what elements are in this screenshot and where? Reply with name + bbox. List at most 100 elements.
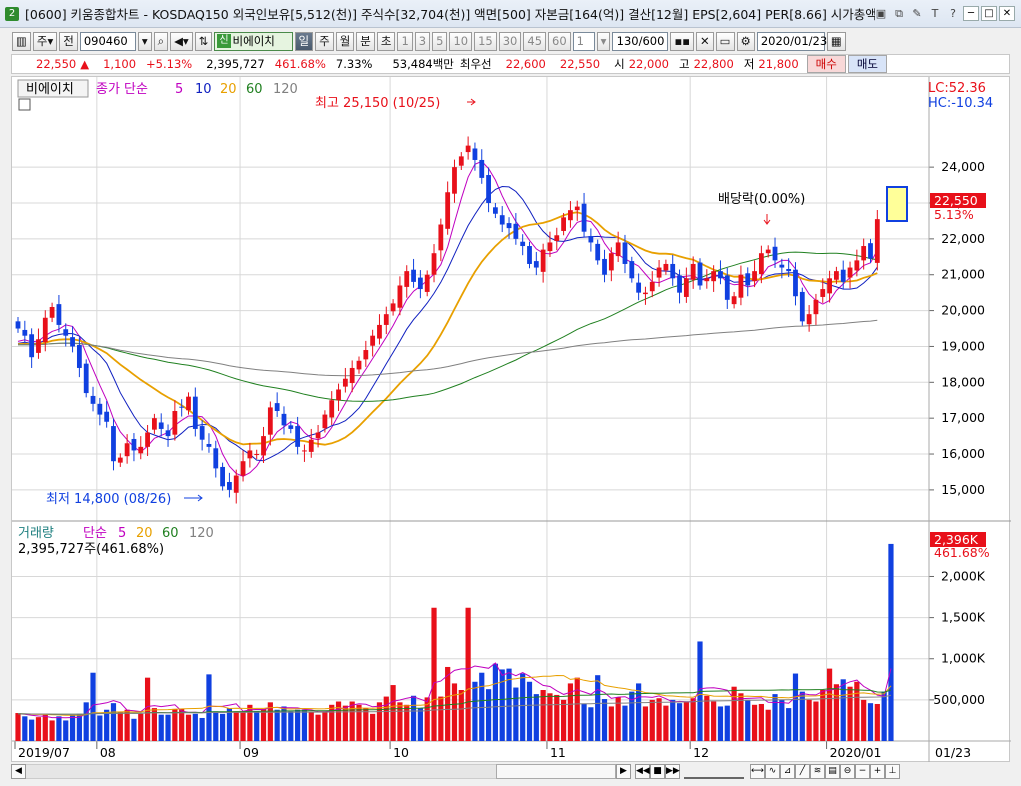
stock-code-input[interactable]: 090460 — [79, 31, 136, 51]
candle-body — [479, 159, 485, 178]
fast-forward-icon[interactable]: ▶▶ — [665, 764, 680, 779]
calendar-icon[interactable]: ▦ — [826, 31, 846, 51]
sound-icon[interactable]: ◀▾ — [170, 31, 193, 51]
sell-button[interactable]: 매도 — [847, 55, 887, 73]
candle-body — [49, 307, 55, 318]
candle-body — [349, 367, 355, 384]
price-axis-label: 20,000 — [941, 303, 985, 318]
zoom-out-icon[interactable]: ⊖ — [840, 764, 855, 779]
candle-body — [472, 148, 478, 160]
price-panel-name-box[interactable] — [17, 79, 89, 98]
interval-month[interactable]: 월 — [335, 31, 355, 51]
candle-body — [772, 246, 778, 261]
volume-bar — [731, 686, 737, 741]
interval-second[interactable]: 초 — [376, 31, 396, 51]
last-volume-tag — [930, 532, 986, 547]
plus-icon[interactable]: + — [870, 764, 885, 779]
volume-bar — [663, 705, 669, 741]
code-dropdown-icon[interactable]: ▾ — [137, 31, 152, 51]
save-icon[interactable]: ▭ — [715, 31, 735, 51]
minimize-button[interactable]: ─ — [963, 6, 979, 21]
image-icon[interactable]: ▤ — [825, 764, 840, 779]
volume-bar — [888, 543, 894, 741]
interval-day[interactable]: 일 — [294, 31, 314, 51]
font-icon[interactable]: T — [931, 7, 939, 20]
minus-icon[interactable]: − — [855, 764, 870, 779]
minute-30[interactable]: 30 — [498, 31, 522, 51]
minute-1[interactable]: 1 — [397, 31, 413, 51]
volume-bar — [124, 709, 130, 741]
minute-60[interactable]: 60 — [548, 31, 571, 51]
minute-45[interactable]: 45 — [523, 31, 547, 51]
scroll-right-icon[interactable]: ▶ — [616, 764, 631, 779]
price-ma-label: 종가 단순 — [96, 82, 148, 97]
trend-icon[interactable]: ╱ — [795, 764, 810, 779]
candle-body — [233, 475, 239, 493]
volume-bar — [438, 696, 444, 741]
market-button[interactable]: 전 — [59, 31, 78, 51]
candle-body — [36, 339, 41, 353]
wave-icon[interactable]: ≋ — [810, 764, 825, 779]
search-icon[interactable]: ⌕ — [153, 31, 169, 51]
draw-line-icon[interactable]: ∿ — [765, 764, 780, 779]
low-label: 저 — [743, 57, 755, 71]
minute-3[interactable]: 3 — [414, 31, 431, 51]
volume-axis-label: 500,000 — [933, 692, 985, 707]
maximize-button[interactable]: □ — [981, 6, 997, 21]
volume-bar — [813, 701, 819, 741]
rewind-icon[interactable]: ◀◀ — [635, 764, 650, 779]
draw-tool-icon[interactable]: ✕ — [696, 31, 714, 51]
candle-body — [602, 258, 607, 275]
chart-type-icon[interactable]: ▥ — [12, 31, 31, 51]
chart-svg[interactable]: 24,00023,00022,00021,00020,00019,00018,0… — [12, 77, 1011, 763]
scroll-thumb[interactable] — [496, 764, 616, 779]
candle-body — [329, 400, 335, 418]
help-icon[interactable]: ? — [950, 7, 956, 20]
candle-body — [404, 271, 410, 287]
buy-button[interactable]: 매수 — [806, 55, 846, 73]
volume-bar — [595, 675, 601, 741]
compare-icon[interactable]: ⇅ — [194, 31, 213, 51]
zoom-range-icon[interactable]: ⟷ — [750, 764, 765, 779]
interval-week[interactable]: 주 — [315, 31, 334, 51]
volume-bar — [233, 711, 239, 741]
volume-bar — [42, 714, 48, 741]
interval-minute[interactable]: 분 — [356, 31, 375, 51]
scroll-left-icon[interactable]: ◀ — [11, 764, 26, 779]
candle-body — [581, 203, 587, 232]
scroll-track[interactable] — [26, 764, 496, 779]
candle-body — [827, 278, 832, 294]
tick-dropdown-icon[interactable]: ▾ — [596, 31, 611, 51]
tick-input[interactable]: 1 — [572, 31, 595, 51]
scroll-bar-area: ◀ ▶ ◀◀ ■ ▶▶ ⟷ ∿ ⊿ ╱ ≋ ▤ ⊖ − + ⊥ — [11, 762, 1010, 781]
stop-icon[interactable]: ■ — [650, 764, 665, 779]
date-input[interactable]: 2020/01/23 — [756, 31, 827, 51]
volume-bar — [247, 704, 253, 741]
title-bar: 2 [0600] 키움종합차트 - KOSDAQ150 외국인보유[5,512(… — [0, 0, 1021, 28]
stock-name-box[interactable]: 신 비에이치 — [214, 31, 293, 51]
volume-bar — [520, 673, 526, 741]
indicator-icon[interactable]: ▪▪ — [670, 31, 695, 51]
volume-bar — [636, 683, 642, 741]
candle-body — [42, 317, 48, 343]
volume-bar — [158, 714, 164, 741]
candle-body — [499, 215, 505, 225]
minute-15[interactable]: 15 — [474, 31, 497, 51]
layout-icon[interactable]: ▣ — [875, 7, 887, 20]
period-type-select[interactable]: 주▾ — [32, 31, 58, 51]
settings-icon[interactable]: ⚙ — [736, 31, 755, 51]
minute-10[interactable]: 10 — [449, 31, 473, 51]
minute-5[interactable]: 5 — [432, 31, 448, 51]
measure-icon[interactable]: ⊿ — [780, 764, 795, 779]
close-button[interactable]: ✕ — [999, 6, 1015, 21]
count-input[interactable]: 130/600 — [612, 31, 669, 51]
expand-icon[interactable]: ⊥ — [885, 764, 900, 779]
chart-area[interactable]: 24,00023,00022,00021,00020,00019,00018,0… — [11, 76, 1011, 763]
up-arrow-icon: ▲ — [80, 57, 90, 71]
grid-toggle-icon[interactable] — [18, 98, 31, 111]
tools-icon[interactable]: ✎ — [912, 7, 922, 20]
candle-body — [718, 271, 723, 279]
restore-icon[interactable]: ⧉ — [895, 7, 903, 20]
candle-body — [554, 235, 560, 242]
speed-slider[interactable] — [684, 764, 744, 779]
